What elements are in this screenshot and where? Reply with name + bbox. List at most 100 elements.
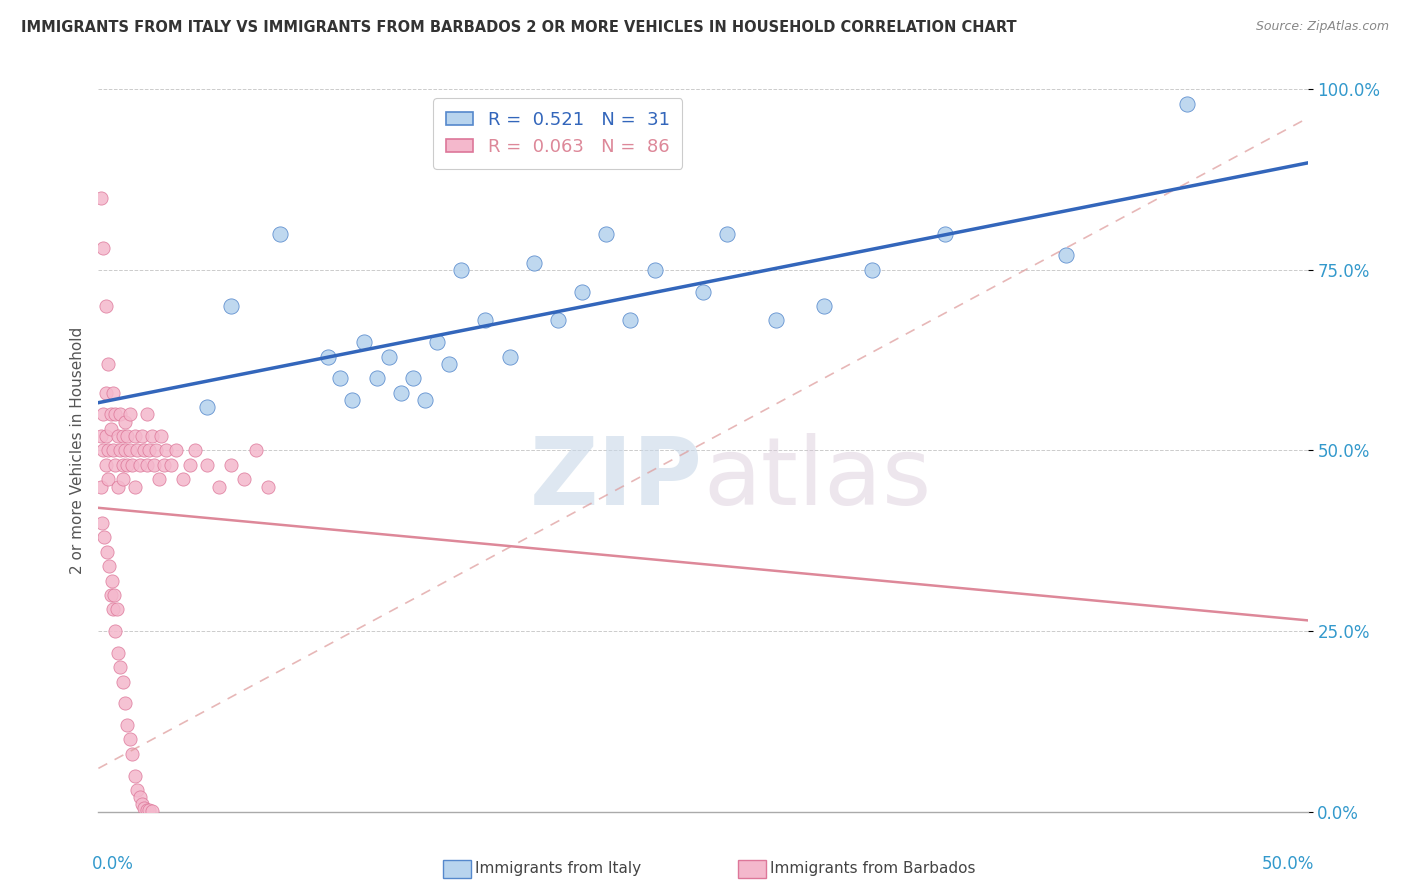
Point xyxy=(377,350,399,364)
Point xyxy=(148,472,170,486)
Point xyxy=(619,313,641,327)
Text: Immigrants from Italy: Immigrants from Italy xyxy=(475,862,641,876)
Point xyxy=(128,458,150,472)
Point xyxy=(141,429,163,443)
Point xyxy=(160,458,183,472)
Point xyxy=(97,357,120,371)
Point xyxy=(813,299,835,313)
Point xyxy=(121,458,143,472)
Point xyxy=(547,313,569,327)
Text: atlas: atlas xyxy=(703,434,931,525)
Point xyxy=(402,371,425,385)
Point xyxy=(145,443,167,458)
Point xyxy=(118,443,141,458)
Point xyxy=(117,718,139,732)
Point xyxy=(366,371,388,385)
Point xyxy=(108,407,131,421)
Text: ZIP: ZIP xyxy=(530,434,703,525)
Point xyxy=(93,530,115,544)
Point xyxy=(474,313,496,327)
Point xyxy=(114,696,136,710)
Text: Source: ZipAtlas.com: Source: ZipAtlas.com xyxy=(1256,20,1389,33)
Point xyxy=(934,227,956,241)
Legend: R =  0.521   N =  31, R =  0.063   N =  86: R = 0.521 N = 31, R = 0.063 N = 86 xyxy=(433,98,682,169)
Point xyxy=(498,350,520,364)
Point xyxy=(108,443,131,458)
Point xyxy=(108,660,131,674)
Point xyxy=(124,769,146,783)
Point xyxy=(437,357,460,371)
Point xyxy=(94,429,117,443)
Y-axis label: 2 or more Vehicles in Household: 2 or more Vehicles in Household xyxy=(69,326,84,574)
Point xyxy=(389,385,412,400)
Point xyxy=(124,429,146,443)
Text: Immigrants from Barbados: Immigrants from Barbados xyxy=(770,862,976,876)
Point xyxy=(155,443,177,458)
Point xyxy=(523,255,546,269)
Point xyxy=(135,458,157,472)
Point xyxy=(118,407,141,421)
Point xyxy=(91,407,114,421)
Point xyxy=(131,797,153,812)
Point xyxy=(716,227,738,241)
Point xyxy=(134,443,156,458)
Point xyxy=(104,624,127,639)
Point xyxy=(143,458,166,472)
Point xyxy=(105,602,128,616)
Point xyxy=(114,415,136,429)
Point xyxy=(97,472,120,486)
Point xyxy=(100,422,122,436)
Point xyxy=(111,472,134,486)
Point xyxy=(103,588,125,602)
Point xyxy=(104,407,127,421)
Point xyxy=(860,262,883,277)
Point xyxy=(172,472,194,486)
Point xyxy=(184,443,207,458)
Point xyxy=(135,407,157,421)
Point xyxy=(208,480,231,494)
Point xyxy=(179,458,201,472)
Point xyxy=(100,588,122,602)
Point xyxy=(232,472,254,486)
Point xyxy=(141,804,163,818)
Point xyxy=(127,443,149,458)
Point xyxy=(124,480,146,494)
Point xyxy=(100,407,122,421)
Point xyxy=(90,191,112,205)
Point xyxy=(101,602,124,616)
Point xyxy=(426,334,449,349)
Text: 50.0%: 50.0% xyxy=(1261,855,1313,873)
Point xyxy=(450,262,472,277)
Point xyxy=(101,385,124,400)
Point xyxy=(91,516,114,530)
Point xyxy=(97,443,120,458)
Point xyxy=(413,392,436,407)
Point xyxy=(90,429,112,443)
Text: 0.0%: 0.0% xyxy=(93,855,134,873)
Point xyxy=(1054,248,1077,262)
Point xyxy=(90,480,112,494)
Point xyxy=(121,747,143,761)
Point xyxy=(118,732,141,747)
Point xyxy=(245,443,267,458)
Text: IMMIGRANTS FROM ITALY VS IMMIGRANTS FROM BARBADOS 2 OR MORE VEHICLES IN HOUSEHOL: IMMIGRANTS FROM ITALY VS IMMIGRANTS FROM… xyxy=(21,20,1017,35)
Point xyxy=(571,285,593,299)
Point xyxy=(256,480,278,494)
Point xyxy=(91,443,114,458)
Point xyxy=(107,429,129,443)
Point xyxy=(1175,96,1198,111)
Point xyxy=(91,241,114,255)
Point xyxy=(765,313,787,327)
Point xyxy=(595,227,617,241)
Point xyxy=(96,544,118,558)
Point xyxy=(131,429,153,443)
Point xyxy=(94,299,117,313)
Point xyxy=(104,458,127,472)
Point xyxy=(117,429,139,443)
Point xyxy=(101,443,124,458)
Point xyxy=(342,392,364,407)
Point xyxy=(165,443,187,458)
Point xyxy=(135,803,157,817)
Point xyxy=(127,783,149,797)
Point xyxy=(138,803,160,817)
